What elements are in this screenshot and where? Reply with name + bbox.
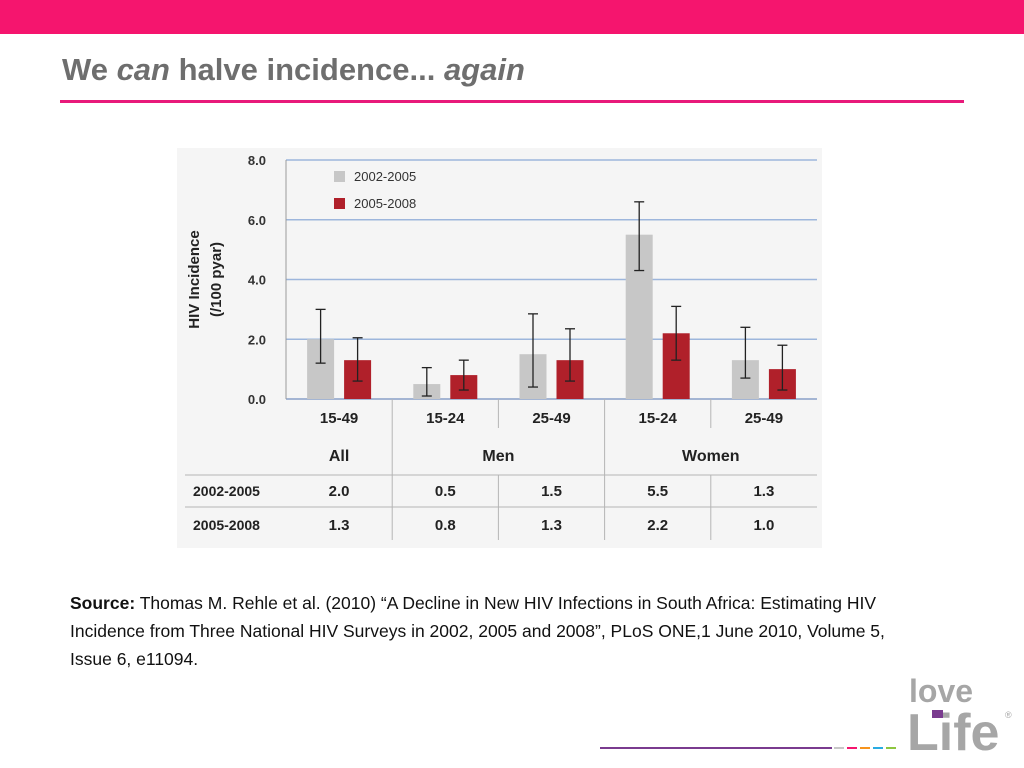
chart-panel: 0.0 2.0 4.0 6.0 8.0 HIV Incidence (/100 pyar) 2… [177,148,822,548]
title-underline [60,100,964,103]
group-label: Men [482,448,514,465]
category-label: 25-49 [745,410,783,427]
footer-line-segment [600,747,832,749]
table-cell: 1.0 [753,517,774,534]
legend-label: 2005-2008 [354,196,416,211]
table-row-label: 2002-2005 [193,483,260,499]
table-row-label: 2005-2008 [193,517,260,533]
category-label: 15-24 [426,410,465,427]
table-cell: 1.3 [329,517,350,534]
y-axis-label-line1: HIV Incidence [186,230,203,328]
page-title: We can halve incidence... again [62,52,525,88]
logo-accent-mark [932,710,943,718]
footer-line-segment [873,747,883,749]
y-tick-label: 4.0 [248,273,266,288]
table-cell: 2.2 [647,517,668,534]
table-cell: 1.3 [541,517,562,534]
legend-label: 2002-2005 [354,169,416,184]
table-cell: 2.0 [329,483,350,500]
category-label: 15-24 [639,410,678,427]
legend-swatch [334,171,345,182]
incidence-chart: 0.0 2.0 4.0 6.0 8.0 HIV Incidence (/100 pyar) 2… [185,153,817,540]
footer-line-segment [886,747,896,749]
table-cell: 1.3 [753,483,774,500]
top-accent-bar [0,0,1024,34]
footer-line-segment [847,747,857,749]
logo-line2: Life [907,704,999,758]
table-cell: 0.5 [435,483,456,500]
y-tick-label: 2.0 [248,332,266,347]
y-tick-label: 0.0 [248,392,266,407]
category-label: 15-49 [320,410,358,427]
logo-registered-mark: ® [1005,710,1012,720]
y-tick-label: 8.0 [248,153,266,168]
y-tick-label: 6.0 [248,213,266,228]
table-cell: 0.8 [435,517,456,534]
footer-line-segment [834,747,844,749]
table-cell: 5.5 [647,483,668,500]
title-text-2: can [116,52,170,87]
title-text-3: halve incidence... [169,52,444,87]
group-label: Women [682,448,739,465]
title-text-1: We [62,52,117,87]
group-label: All [329,448,349,465]
category-label: 25-49 [532,410,570,427]
source-text: Thomas M. Rehle et al. (2010) “A Decline… [70,593,885,669]
table-cell: 1.5 [541,483,562,500]
source-label: Source: [70,593,136,613]
y-axis-label-line2: (/100 pyar) [208,242,225,317]
lovelife-logo: love Life ® [907,673,1012,758]
legend-swatch [334,198,345,209]
logo-line1: love [909,673,973,709]
footer-line-segment [860,747,870,749]
source-citation: Source: Thomas M. Rehle et al. (2010) “A… [70,589,930,673]
title-text-4: again [443,52,525,87]
